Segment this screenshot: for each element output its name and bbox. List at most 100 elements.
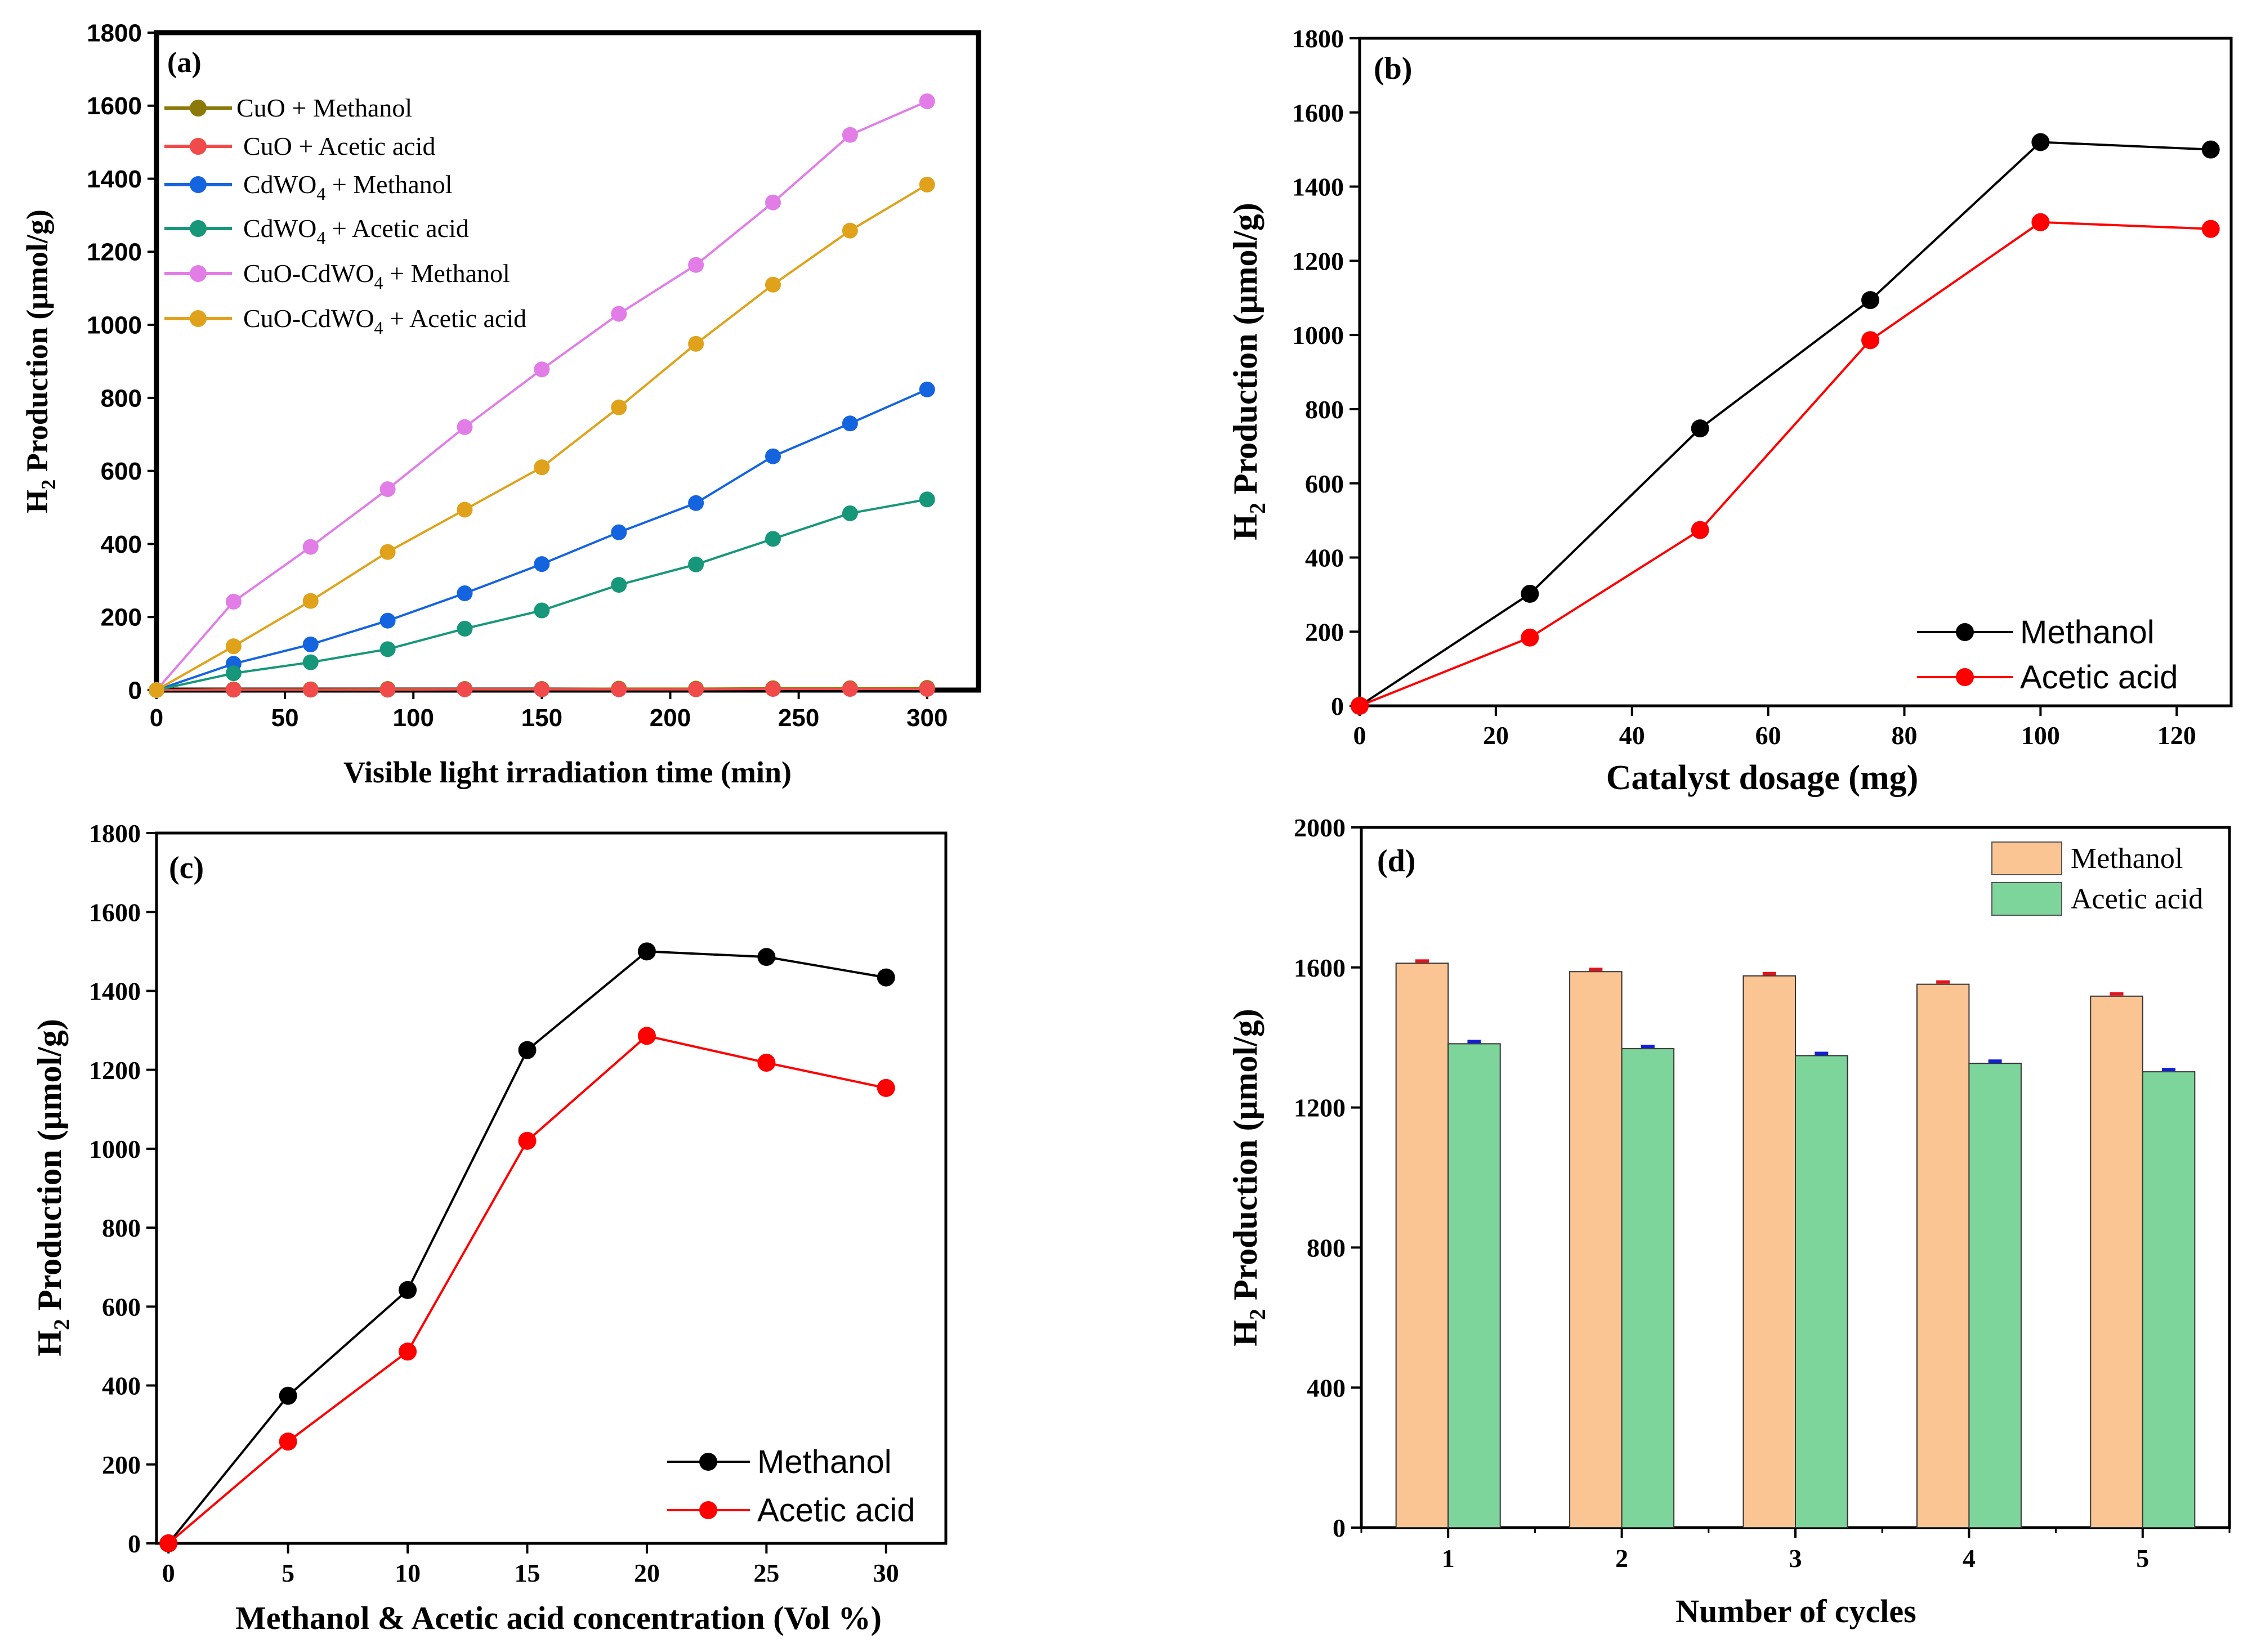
bar-acetic-acid — [1795, 1055, 1848, 1528]
panel-c: 0 200 400 600 800 1000 1200 1400 1600 1800 0 5 10 15 2… — [31, 819, 948, 1636]
legend-marker — [190, 176, 207, 193]
bar-acetic-acid — [1968, 1063, 2022, 1528]
y-tick-label: 0 — [1331, 692, 1344, 720]
x-tick-label: 300 — [906, 704, 948, 732]
legend-label: Acetic acid — [757, 1492, 915, 1529]
data-point-cuo-cdwo4-methanol — [457, 419, 473, 435]
y-tick-label: 1400 — [87, 165, 142, 193]
x-tick-label: 0 — [162, 1559, 175, 1587]
x-tick-label: 50 — [271, 704, 299, 732]
legend-marker — [699, 1501, 717, 1519]
data-point-acetic-acid — [1521, 628, 1539, 647]
y-tick-label: 1600 — [89, 898, 141, 926]
data-point-cuo-cdwo4-acetic-acid — [379, 544, 396, 560]
series-line-cdwo4-acetic-acid — [156, 498, 928, 691]
legend-item: Acetic acid — [1917, 659, 2178, 696]
legend-item: Methanol — [1917, 614, 2155, 651]
legend-label-sub: 4 — [316, 183, 325, 204]
y-tick-label: 1200 — [89, 1056, 141, 1085]
x-tick-label: 3 — [1789, 1544, 1802, 1573]
y-tick-label: 800 — [102, 1214, 141, 1242]
data-point-cdwo4-methanol — [379, 612, 396, 629]
y-tick-label: 800 — [101, 384, 142, 412]
x-tick-label: 30 — [873, 1559, 899, 1587]
x-tick-label: 5 — [282, 1559, 294, 1587]
data-point-cuo-cdwo4-acetic-acid — [149, 682, 164, 698]
legend-label-rest: + Methanol — [383, 259, 510, 288]
data-point-methanol — [2031, 133, 2050, 151]
y-tick-label: 200 — [102, 1450, 141, 1479]
legend-label-main: CuO + Methanol — [236, 93, 412, 122]
legend-label-main: CdWO — [243, 214, 316, 243]
x-tick-label: 20 — [1483, 721, 1509, 750]
series-line-methanol — [1359, 141, 2211, 707]
bar-acetic-acid — [2142, 1071, 2196, 1528]
legend-label-sub: 4 — [316, 227, 325, 248]
y-tick-label: 1600 — [1294, 953, 1346, 982]
data-point-methanol — [1521, 585, 1539, 603]
series-line-cdwo4-methanol — [156, 388, 928, 691]
x-tick-label: 150 — [521, 704, 562, 732]
data-point-cdwo4-methanol — [611, 524, 627, 540]
data-point-cuo-acetic-acid — [302, 682, 319, 698]
legend-label: CuO-CdWO4 + Methanol — [243, 259, 510, 293]
data-point-cuo-cdwo4-methanol — [379, 481, 396, 498]
data-point-acetic-acid — [1691, 521, 1709, 539]
data-point-cuo-cdwo4-methanol — [842, 127, 858, 143]
bar-acetic-acid — [1447, 1043, 1501, 1528]
y-tick-label: 1200 — [1294, 1094, 1346, 1122]
data-point-cdwo4-acetic-acid — [688, 556, 704, 572]
data-point-cdwo4-acetic-acid — [457, 620, 473, 637]
data-point-cuo-acetic-acid — [688, 681, 704, 697]
legend-item: CuO + Acetic acid — [164, 132, 435, 160]
data-point-acetic-acid — [877, 1078, 895, 1097]
y-axis-label-main: H — [20, 490, 54, 513]
y-axis-label: H2 Production (μmol/g) — [1227, 1009, 1270, 1346]
y-tick-label: 1000 — [1292, 321, 1344, 350]
data-point-methanol — [279, 1386, 297, 1405]
bar-methanol — [1395, 962, 1449, 1529]
legend-label: CuO + Acetic acid — [243, 132, 435, 160]
y-tick-label: 2000 — [1294, 813, 1346, 842]
y-tick-label: 400 — [102, 1372, 141, 1400]
data-point-cuo-cdwo4-methanol — [688, 257, 704, 273]
y-axis-label-rest: Production (μmol/g) — [1227, 1009, 1264, 1309]
panel-label: (c) — [169, 850, 204, 885]
legend-marker — [190, 310, 207, 327]
legend: Methanol Acetic acid — [667, 1444, 915, 1529]
x-axis-label: Number of cycles — [1675, 1593, 1916, 1629]
legend-label-rest: + Acetic acid — [383, 304, 527, 333]
legend-label-main: CdWO — [243, 170, 316, 199]
data-point-cuo-acetic-acid — [457, 681, 473, 697]
y-axis-label: H2 Production (μmol/g) — [31, 1019, 74, 1356]
data-point-cuo-acetic-acid — [842, 681, 858, 697]
data-point-cuo-cdwo4-methanol — [919, 93, 935, 109]
x-tick-label: 10 — [395, 1559, 421, 1587]
data-point-acetic-acid — [2201, 220, 2220, 238]
legend-label-rest: + Methanol — [325, 170, 452, 199]
legend-item: Methanol — [1991, 841, 2183, 875]
x-tick-label: 2 — [1615, 1544, 1628, 1573]
y-tick-label: 600 — [1305, 469, 1344, 498]
data-point-cuo-cdwo4-acetic-acid — [302, 593, 319, 609]
y-axis-label-sub: 2 — [1245, 503, 1270, 514]
y-tick-label: 0 — [128, 1529, 141, 1558]
data-point-cuo-cdwo4-acetic-acid — [457, 502, 473, 518]
data-point-acetic-acid — [518, 1131, 537, 1150]
data-point-cuo-cdwo4-acetic-acid — [688, 335, 704, 352]
data-point-cuo-cdwo4-methanol — [611, 306, 627, 322]
data-point-cuo-cdwo4-acetic-acid — [919, 176, 935, 192]
legend-label-rest: + Acetic acid — [325, 214, 469, 243]
data-point-cdwo4-methanol — [457, 585, 473, 602]
y-tick-label: 1000 — [87, 312, 142, 339]
data-point-methanol — [2201, 140, 2220, 159]
plot-frame — [155, 831, 948, 1545]
legend-label: CdWO4 + Methanol — [243, 170, 453, 204]
x-tick-label: 15 — [515, 1559, 540, 1587]
data-point-methanol — [1691, 419, 1709, 438]
panel-label: (d) — [1377, 844, 1415, 879]
y-axis-label-rest: Production (μmol/g) — [20, 209, 54, 480]
y-tick-label: 600 — [102, 1292, 141, 1321]
x-tick-label: 0 — [1353, 721, 1366, 750]
